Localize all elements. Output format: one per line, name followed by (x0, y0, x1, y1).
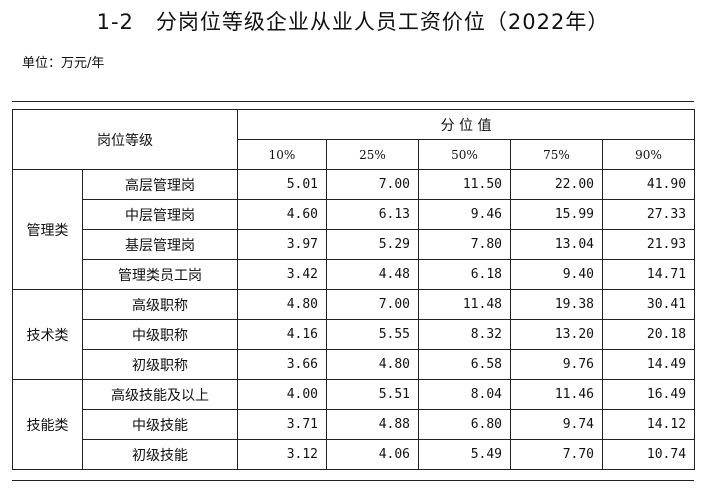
value-cell: 6.13 (326, 199, 419, 230)
value-cell: 4.48 (326, 259, 419, 290)
value-cell: 4.60 (237, 199, 327, 230)
value-cell: 8.32 (418, 319, 511, 350)
value-cell: 14.49 (601, 349, 696, 380)
value-cell: 13.20 (510, 319, 603, 350)
table-row: 中层管理岗 4.60 6.13 9.46 15.99 27.33 (13, 199, 696, 230)
value-cell: 9.76 (510, 349, 603, 380)
value-cell: 4.80 (237, 289, 327, 320)
percentile-row: 10% 25% 50% 75% 90% (13, 139, 696, 170)
table-number: 1-2 (96, 10, 134, 34)
table-row: 初级职称 3.66 4.80 6.58 9.76 14.49 (13, 349, 696, 380)
value-cell: 4.80 (326, 349, 419, 380)
top-rule (12, 101, 694, 102)
position-label: 中层管理岗 (82, 199, 238, 230)
percentile-label: 25% (326, 139, 419, 170)
value-cell: 11.48 (418, 289, 511, 320)
position-level-header: 岗位等级 (12, 109, 238, 170)
wage-table: 岗位等级 分 位 值 10% 25% 50% 75% 90% 管理类 高层管理岗 5… (12, 109, 696, 470)
value-cell: 41.90 (601, 169, 696, 200)
table-row: 管理类 高层管理岗 5.01 7.00 11.50 22.00 41.90 (12, 169, 696, 290)
value-cell: 7.80 (418, 229, 511, 260)
value-cell: 7.70 (510, 439, 603, 470)
value-cell: 4.88 (326, 409, 419, 440)
position-label: 高层管理岗 (82, 169, 238, 200)
value-cell: 16.49 (601, 379, 696, 410)
value-cell: 3.66 (237, 349, 327, 380)
value-cell: 4.16 (237, 319, 327, 350)
value-cell: 6.18 (418, 259, 511, 290)
table-row: 基层管理岗 3.97 5.29 7.80 13.04 21.93 (13, 229, 696, 260)
value-cell: 5.55 (326, 319, 419, 350)
value-cell: 9.40 (510, 259, 603, 290)
group-label: 管理类 (12, 169, 83, 290)
table-row: 技术类 高级职称 4.80 7.00 11.48 19.38 30.41 (12, 289, 696, 380)
group-label: 技术类 (12, 289, 83, 380)
value-cell: 8.04 (418, 379, 511, 410)
position-label: 高级技能及以上 (82, 379, 238, 410)
unit-label: 单位：万元/年 (22, 56, 105, 71)
position-label: 基层管理岗 (82, 229, 238, 260)
position-label: 初级技能 (82, 439, 238, 470)
position-label: 高级职称 (82, 289, 238, 320)
value-cell: 4.06 (326, 439, 419, 470)
value-cell: 11.46 (510, 379, 603, 410)
value-cell: 22.00 (510, 169, 603, 200)
value-cell: 21.93 (601, 229, 696, 260)
page-title: 1-2 分岗位等级企业从业人员工资价位（2022年） (0, 6, 706, 36)
value-cell: 19.38 (510, 289, 603, 320)
value-cell: 7.00 (326, 289, 419, 320)
table-row: 中级职称 4.16 5.55 8.32 13.20 20.18 (13, 319, 696, 350)
value-cell: 20.18 (601, 319, 696, 350)
percentile-label: 10% (237, 139, 327, 170)
percentile-label: 75% (510, 139, 603, 170)
value-cell: 5.51 (326, 379, 419, 410)
value-cell: 3.12 (237, 439, 327, 470)
position-label: 初级职称 (82, 349, 238, 380)
value-cell: 11.50 (418, 169, 511, 200)
table-row: 中级技能 3.71 4.88 6.80 9.74 14.12 (13, 409, 696, 440)
table-row: 初级技能 3.12 4.06 5.49 7.70 10.74 (13, 439, 696, 470)
value-cell: 10.74 (601, 439, 696, 470)
value-cell: 14.71 (601, 259, 696, 290)
header-row: 岗位等级 分 位 值 (12, 109, 696, 170)
group-label: 技能类 (12, 379, 83, 470)
value-cell: 4.00 (237, 379, 327, 410)
percentile-label: 50% (418, 139, 511, 170)
value-cell: 7.00 (326, 169, 419, 200)
position-label: 管理类员工岗 (82, 259, 238, 290)
value-cell: 9.74 (510, 409, 603, 440)
value-cell: 9.46 (418, 199, 511, 230)
value-cell: 27.33 (601, 199, 696, 230)
value-cell: 3.71 (237, 409, 327, 440)
value-cell: 5.49 (418, 439, 511, 470)
percentile-header: 分 位 值 (236, 109, 696, 140)
value-cell: 15.99 (510, 199, 603, 230)
table-title: 分岗位等级企业从业人员工资价位（2022年） (155, 10, 610, 34)
bottom-rule (12, 480, 694, 481)
value-cell: 3.42 (237, 259, 327, 290)
position-label: 中级技能 (82, 409, 238, 440)
position-label: 中级职称 (82, 319, 238, 350)
value-cell: 3.97 (237, 229, 327, 260)
value-cell: 14.12 (601, 409, 696, 440)
percentile-label: 90% (601, 139, 696, 170)
value-cell: 13.04 (510, 229, 603, 260)
table-row: 管理类员工岗 3.42 4.48 6.18 9.40 14.71 (13, 259, 696, 290)
value-cell: 5.29 (326, 229, 419, 260)
value-cell: 5.01 (237, 169, 327, 200)
value-cell: 6.58 (418, 349, 511, 380)
value-cell: 6.80 (418, 409, 511, 440)
value-cell: 30.41 (601, 289, 696, 320)
table-row: 技能类 高级技能及以上 4.00 5.51 8.04 11.46 16.49 (12, 379, 696, 470)
